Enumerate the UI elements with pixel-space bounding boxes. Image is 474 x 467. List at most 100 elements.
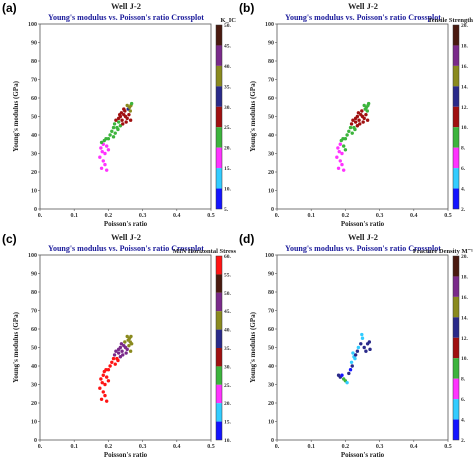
y-tick-label: 0 xyxy=(271,438,274,444)
colorbar-segment xyxy=(216,188,222,209)
y-tick-label: 30 xyxy=(268,152,274,158)
data-point xyxy=(362,103,366,108)
data-point xyxy=(367,340,372,344)
data-point xyxy=(336,146,340,150)
colorbar-tick-label: 10. xyxy=(461,125,469,131)
x-axis-label: Poisson's ratio xyxy=(104,451,148,459)
data-point xyxy=(129,101,134,106)
data-point xyxy=(335,155,339,159)
colorbar-tick-label: 45. xyxy=(224,43,232,49)
y-tick-label: 70 xyxy=(268,78,274,84)
colorbar-tick-label: 4. xyxy=(461,187,466,193)
colorbar-segment xyxy=(216,256,222,275)
colorbar-segment xyxy=(216,403,222,422)
x-tick-label: 0.5 xyxy=(207,444,215,450)
chart-panel-c: (c) Well J-2 Young's modulus vs. Poisson's… xyxy=(0,231,237,462)
colorbar-tick-label: 30. xyxy=(224,105,232,111)
data-point xyxy=(343,148,348,152)
data-point xyxy=(121,122,125,126)
x-tick-label: 0. xyxy=(38,213,43,219)
data-point xyxy=(106,148,111,152)
y-tick-label: 50 xyxy=(268,346,274,352)
data-point xyxy=(101,159,105,163)
colorbar-segment xyxy=(216,65,222,87)
data-point xyxy=(104,368,108,372)
colorbar-tick-label: 14. xyxy=(461,84,469,90)
data-point xyxy=(111,125,116,130)
x-tick-label: 0. xyxy=(38,444,43,450)
y-tick-label: 30 xyxy=(31,383,37,389)
x-tick-label: 0.4 xyxy=(173,213,181,219)
colorbar-tick-label: 50. xyxy=(224,23,232,29)
colorbar-segment xyxy=(216,45,222,66)
colorbar-segment xyxy=(453,337,459,359)
data-point xyxy=(103,393,107,398)
data-point xyxy=(103,151,107,156)
colorbar-segment xyxy=(216,106,222,128)
data-point xyxy=(340,373,344,377)
data-point xyxy=(349,360,354,364)
chart-svg-c: (c) Well J-2 Young's modulus vs. Poisson's… xyxy=(2,232,236,459)
data-point xyxy=(338,159,342,163)
colorbar-tick-label: 25. xyxy=(224,383,232,389)
data-point xyxy=(112,122,117,126)
data-point xyxy=(358,122,362,126)
data-point xyxy=(124,351,128,355)
data-point xyxy=(345,380,349,385)
colorbar-frame xyxy=(452,255,460,441)
data-point xyxy=(104,399,109,403)
colorbar-tick-label: 35. xyxy=(224,84,232,90)
data-point xyxy=(365,109,369,113)
data-point xyxy=(359,342,363,346)
data-point xyxy=(364,349,368,353)
data-point xyxy=(125,334,129,339)
colorbar-label: Tensile Strength xyxy=(428,17,473,24)
data-point xyxy=(349,122,354,126)
y-tick-label: 0 xyxy=(34,438,37,444)
colorbar-segment xyxy=(216,86,222,107)
data-point xyxy=(99,377,103,381)
data-point xyxy=(113,131,117,135)
x-tick-label: 0.3 xyxy=(139,213,147,219)
x-tick-label: 0.2 xyxy=(105,444,113,450)
data-point xyxy=(125,116,129,121)
y-tick-label: 20 xyxy=(268,170,274,176)
colorbar-segment xyxy=(216,292,222,312)
y-tick-label: 20 xyxy=(31,170,37,176)
colorbar-tick-label: 10. xyxy=(224,187,232,193)
colorbar-segment xyxy=(216,366,222,385)
data-point xyxy=(104,375,109,379)
data-point xyxy=(368,347,372,352)
colorbar-tick-label: 18. xyxy=(461,274,469,280)
colorbar-segment xyxy=(216,147,222,169)
y-tick-label: 50 xyxy=(31,346,37,352)
y-tick-label: 30 xyxy=(268,383,274,389)
data-point xyxy=(347,371,351,376)
colorbar-segment xyxy=(453,358,459,379)
y-tick-label: 60 xyxy=(268,327,274,333)
colorbar-tick-label: 8. xyxy=(461,146,466,152)
colorbar-tick-label: 6. xyxy=(461,397,466,403)
y-tick-label: 90 xyxy=(268,41,274,47)
colorbar-segment xyxy=(453,65,459,87)
data-point xyxy=(356,111,361,115)
colorbar-frame xyxy=(215,24,223,210)
well-label: Well J-2 xyxy=(111,1,141,11)
colorbar-segment xyxy=(453,317,459,338)
well-label: Well J-2 xyxy=(348,232,378,242)
data-point xyxy=(103,382,107,387)
colorbar-tick-label: 40. xyxy=(224,64,232,70)
data-point xyxy=(127,343,131,348)
data-point xyxy=(118,124,123,128)
data-point xyxy=(106,137,111,141)
data-point xyxy=(341,144,346,148)
colorbar-tick-label: 5. xyxy=(224,207,229,213)
chart-panel-b: (b) Well J-2 Young's modulus vs. Poisson's… xyxy=(237,0,474,231)
data-point xyxy=(351,351,355,355)
colorbar-tick-label: 14. xyxy=(461,315,469,321)
data-point xyxy=(120,118,124,122)
data-point xyxy=(340,162,344,167)
y-tick-label: 80 xyxy=(31,59,37,65)
colorbar-tick-label: 25. xyxy=(224,125,232,131)
chart-svg-d: (d) Well J-2 Young's modulus vs. Poisson's… xyxy=(239,232,473,459)
